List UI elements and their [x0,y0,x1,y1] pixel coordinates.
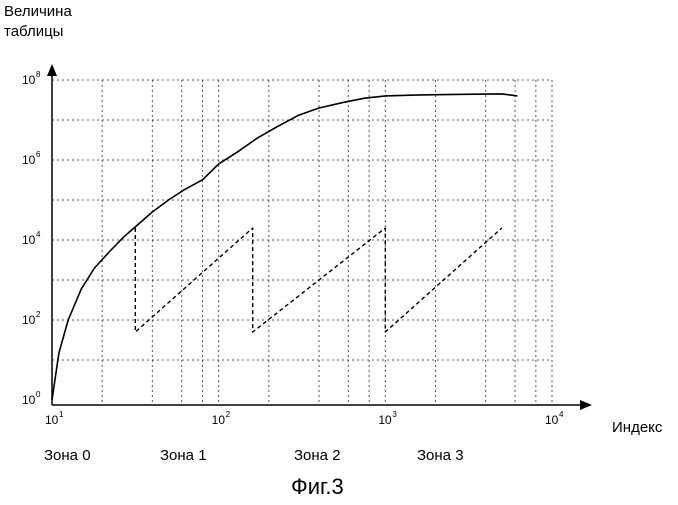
y-tick-base: 10 [22,393,36,407]
figure-caption: Фиг.3 [291,474,344,499]
x-tick-label: 104 [545,410,564,427]
x-tick-exponent: 3 [392,410,397,419]
y-tick-base: 10 [22,153,36,167]
x-tick-label: 102 [212,410,231,427]
zone-label-1: Зона 1 [160,447,207,464]
x-tick-exponent: 4 [559,410,564,419]
x-tick-exponent: 2 [226,410,231,419]
y-tick-label: 106 [22,150,41,167]
y-axis-label-line-2: таблицы [4,23,63,40]
series-line-solid [52,94,517,400]
y-tick-exponent: 2 [36,310,41,319]
zone-label-3: Зона 3 [417,447,464,464]
y-tick-exponent: 6 [36,150,41,159]
x-tick-label: 103 [378,410,397,427]
y-tick-base: 10 [22,313,36,327]
y-axis-label-line-1: Величина [4,3,72,20]
x-axis-arrow-icon [580,400,592,410]
x-tick-base: 10 [545,413,559,427]
y-tick-label: 108 [22,70,41,87]
y-tick-label: 102 [22,310,41,327]
x-tick-base: 10 [45,413,59,427]
y-tick-base: 10 [22,73,36,87]
y-tick-label: 104 [22,230,41,247]
x-tick-exponent: 1 [59,410,64,419]
x-tick-base: 10 [212,413,226,427]
x-tick-label: 101 [45,410,64,427]
y-tick-base: 10 [22,233,36,247]
x-axis-label: Индекс [612,419,663,436]
x-tick-base: 10 [378,413,392,427]
series [52,94,517,400]
y-tick-label: 100 [22,390,41,407]
y-tick-exponent: 4 [36,230,41,239]
tick-labels: 101102103104100102104106108 [22,70,564,427]
grid [52,80,552,405]
y-tick-exponent: 0 [36,390,41,399]
y-axis-arrow-icon [47,64,57,76]
y-tick-exponent: 8 [36,70,41,79]
zone-label-0: Зона 0 [44,447,91,464]
zone-label-2: Зона 2 [294,447,341,464]
